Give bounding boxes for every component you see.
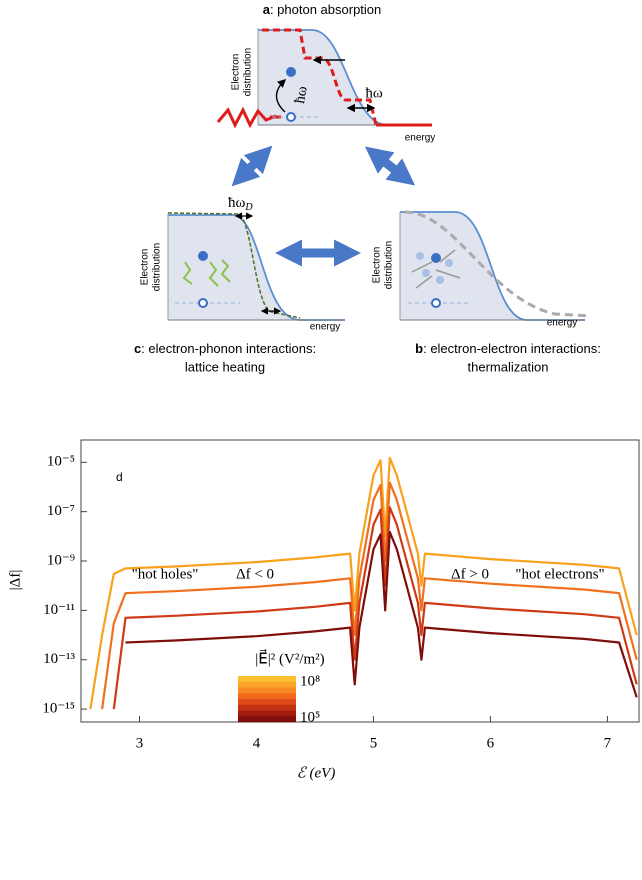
y-tick-label: 10⁻¹³ xyxy=(43,651,75,667)
phonon xyxy=(220,259,231,283)
series-line xyxy=(101,481,638,710)
hole xyxy=(198,298,208,308)
electron xyxy=(445,259,453,267)
y-tick-label: 10⁻⁵ xyxy=(47,454,75,470)
x-label: energy xyxy=(405,133,436,144)
annotation: "hot electrons" xyxy=(515,566,604,582)
y-label: distribution xyxy=(152,243,163,291)
flow-arrows xyxy=(231,145,416,267)
y-tick-label: 10⁻¹⁵ xyxy=(42,701,75,717)
y-label: Electron xyxy=(140,249,151,286)
caption: b: electron-electron interactions: xyxy=(415,341,601,356)
photon xyxy=(216,106,277,129)
panel-c: ħωD energy Electron distribution c: elec… xyxy=(134,195,345,374)
colorbar-band xyxy=(238,693,296,700)
colorbar-band xyxy=(238,716,296,723)
y-label: distribution xyxy=(384,241,395,289)
x-axis-label: ℰ (eV) xyxy=(297,765,336,781)
y-tick-label: 10⁻⁷ xyxy=(47,503,75,519)
chart: d ℰ (eV) |Δf| |E⃗|² (V²/m²) 10⁻⁵ 10⁻⁷ 10⁻⁹… xyxy=(7,439,640,781)
electron xyxy=(431,253,441,263)
y-label: Electron xyxy=(372,247,383,284)
electron xyxy=(198,251,208,261)
x-tick-label: 7 xyxy=(604,735,612,751)
annotation: Δf > 0 xyxy=(451,566,489,582)
colorbar-band xyxy=(238,704,296,711)
y-tick-label: 10⁻⁹ xyxy=(47,552,75,568)
colorbar-band xyxy=(238,681,296,688)
y-label: Electron xyxy=(231,54,242,91)
y-tick-label: 10⁻¹¹ xyxy=(43,602,75,618)
fermi-curve xyxy=(400,211,585,321)
colorbar-label: |E⃗|² (V²/m²) xyxy=(255,649,324,668)
panel-label: d xyxy=(116,470,123,484)
x-tick-label: 5 xyxy=(370,735,378,751)
electron xyxy=(422,269,430,277)
arrow xyxy=(364,146,416,186)
arrow xyxy=(231,145,273,187)
label: ħω xyxy=(292,85,311,105)
hole xyxy=(431,298,441,308)
arrow xyxy=(411,261,433,273)
electron xyxy=(416,252,424,260)
panel-a: a: photon absorption ħω ħω energy Electr… xyxy=(216,2,436,144)
x-label: energy xyxy=(547,318,578,329)
caption: thermalization xyxy=(468,359,549,374)
electron xyxy=(436,276,444,284)
x-label: energy xyxy=(310,322,341,333)
annotation: "hot holes" xyxy=(132,566,199,582)
label: ħω xyxy=(365,85,383,101)
caption: a: photon absorption xyxy=(263,2,382,17)
x-tick-label: 6 xyxy=(487,735,495,751)
y-axis-label: |Δf| xyxy=(7,570,23,591)
colorbar-band xyxy=(238,699,296,706)
series-line xyxy=(89,456,638,710)
label: ħωD xyxy=(228,195,253,213)
hole xyxy=(286,112,296,122)
scatter-arrows xyxy=(411,249,461,289)
caption: c: electron-phonon interactions: xyxy=(134,341,316,356)
y-label: distribution xyxy=(243,48,254,96)
annotation: Δf < 0 xyxy=(236,566,274,582)
arrow xyxy=(435,269,461,279)
colorbar-tick-label: 10⁵ xyxy=(300,709,320,725)
arrow xyxy=(415,275,433,289)
panel-b: energy Electron distribution b: electron… xyxy=(372,210,601,374)
fill xyxy=(168,215,300,320)
phonon xyxy=(208,261,219,287)
x-tick-label: 4 xyxy=(253,735,261,751)
fill xyxy=(258,30,388,125)
x-tick-label: 3 xyxy=(136,735,144,751)
colorbar-tick-label: 10⁸ xyxy=(300,673,320,689)
colorbar-band xyxy=(238,687,296,694)
phonon xyxy=(182,261,193,285)
arrow xyxy=(275,79,287,113)
series-line xyxy=(112,506,638,710)
thermal-dist xyxy=(404,210,591,318)
colorbar-band xyxy=(238,676,296,683)
caption: lattice heating xyxy=(185,359,265,374)
electron xyxy=(286,67,296,77)
arrow xyxy=(439,249,456,263)
fill xyxy=(400,212,527,320)
series-line xyxy=(125,530,638,698)
plot-frame xyxy=(80,439,640,723)
colorbar-band xyxy=(238,710,296,717)
